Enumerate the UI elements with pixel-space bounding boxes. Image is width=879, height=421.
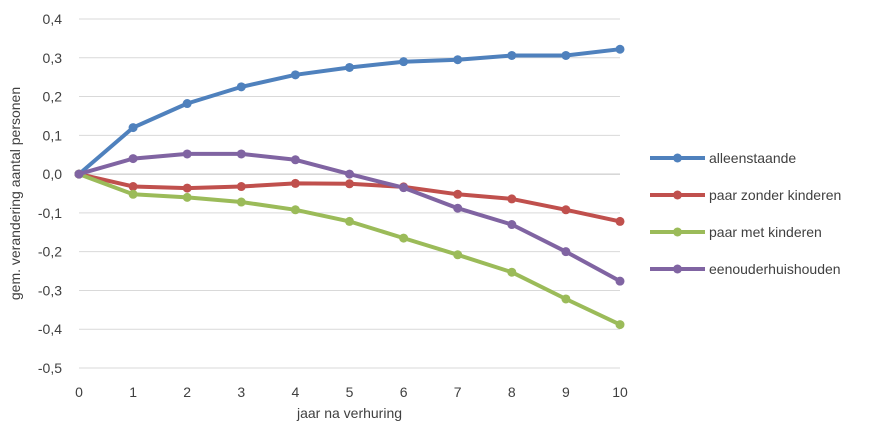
x-tick-label: 6 [400, 384, 408, 400]
data-point [507, 194, 517, 204]
legend: alleenstaande paar zonder kinderen paar me… [650, 150, 841, 277]
data-point [236, 149, 246, 159]
y-tick-label: -0,4 [38, 321, 62, 337]
x-tick-label: 5 [346, 384, 354, 400]
y-tick-label: -0,3 [38, 282, 62, 298]
data-point [453, 203, 463, 213]
data-point [615, 44, 625, 54]
x-axis-title: jaar na verhuring [296, 405, 402, 421]
legend-item: alleenstaande [650, 150, 796, 166]
y-axis-tick-labels: 0,4 0,3 0,2 0,1 0,0 -0,1 -0,2 -0,3 -0,4 -0,5 [38, 11, 62, 376]
data-point [561, 294, 571, 304]
y-tick-label: 0,1 [43, 127, 63, 143]
data-point [453, 55, 463, 65]
data-point [345, 216, 354, 226]
data-point [128, 189, 138, 199]
x-tick-label: 4 [292, 384, 300, 400]
x-tick-label: 9 [562, 384, 570, 400]
data-point [615, 216, 625, 226]
data-point [345, 169, 354, 179]
gridlines [79, 18, 620, 369]
series-group [74, 44, 625, 330]
y-tick-label: -0,5 [38, 360, 62, 376]
data-point [345, 179, 354, 189]
series-eenouderhuishouden [74, 149, 625, 286]
y-axis-title: gem. verandering aantal personen [7, 87, 23, 300]
y-tick-label: -0,2 [38, 244, 62, 260]
data-point [290, 70, 300, 80]
x-tick-label: 8 [508, 384, 516, 400]
data-point [561, 50, 571, 60]
data-point [290, 155, 300, 165]
data-point [74, 169, 84, 179]
series-line [77, 172, 622, 327]
legend-swatch-marker [673, 153, 682, 163]
data-point [128, 123, 138, 133]
data-point [345, 62, 354, 72]
x-axis-tick-labels: 0 1 2 3 4 5 6 7 8 9 10 [75, 384, 628, 400]
x-tick-label: 7 [454, 384, 462, 400]
data-point [182, 149, 192, 159]
x-tick-label: 0 [75, 384, 83, 400]
data-point [290, 178, 300, 188]
y-tick-label: 0,2 [43, 89, 63, 105]
data-point [453, 250, 463, 260]
series-paar-met-kinderen [74, 169, 625, 330]
data-point [561, 205, 571, 215]
x-tick-label: 2 [183, 384, 191, 400]
data-point [561, 247, 571, 257]
legend-swatch-marker [673, 264, 682, 274]
y-tick-label: 0,4 [43, 11, 63, 27]
data-point [290, 205, 300, 215]
data-point [128, 182, 138, 192]
x-tick-label: 10 [612, 384, 628, 400]
legend-label: alleenstaande [709, 150, 796, 166]
data-point [182, 99, 192, 109]
legend-item: paar met kinderen [650, 224, 822, 240]
data-point [507, 267, 517, 277]
data-point [615, 276, 625, 286]
legend-item: eenouderhuishouden [650, 261, 841, 277]
data-point [399, 233, 409, 243]
y-tick-label: 0,0 [43, 166, 63, 182]
y-tick-label: 0,3 [43, 50, 63, 66]
x-tick-label: 1 [129, 384, 137, 400]
x-tick-label: 3 [237, 384, 245, 400]
data-point [507, 220, 517, 230]
data-point [182, 183, 192, 193]
data-point [615, 320, 625, 330]
legend-label: eenouderhuishouden [709, 261, 841, 277]
legend-swatch-marker [673, 227, 682, 237]
data-point [236, 82, 246, 92]
data-point [399, 57, 409, 67]
y-tick-label: -0,1 [38, 205, 62, 221]
legend-label: paar met kinderen [709, 224, 822, 240]
data-point [507, 50, 517, 60]
legend-item: paar zonder kinderen [650, 187, 841, 203]
data-point [182, 192, 192, 202]
legend-label: paar zonder kinderen [709, 187, 841, 203]
data-point [399, 183, 409, 193]
series-alleenstaande [74, 44, 625, 179]
legend-swatch-marker [673, 190, 682, 200]
data-point [236, 197, 246, 207]
data-point [236, 182, 246, 192]
data-point [128, 154, 138, 164]
data-point [453, 189, 463, 199]
